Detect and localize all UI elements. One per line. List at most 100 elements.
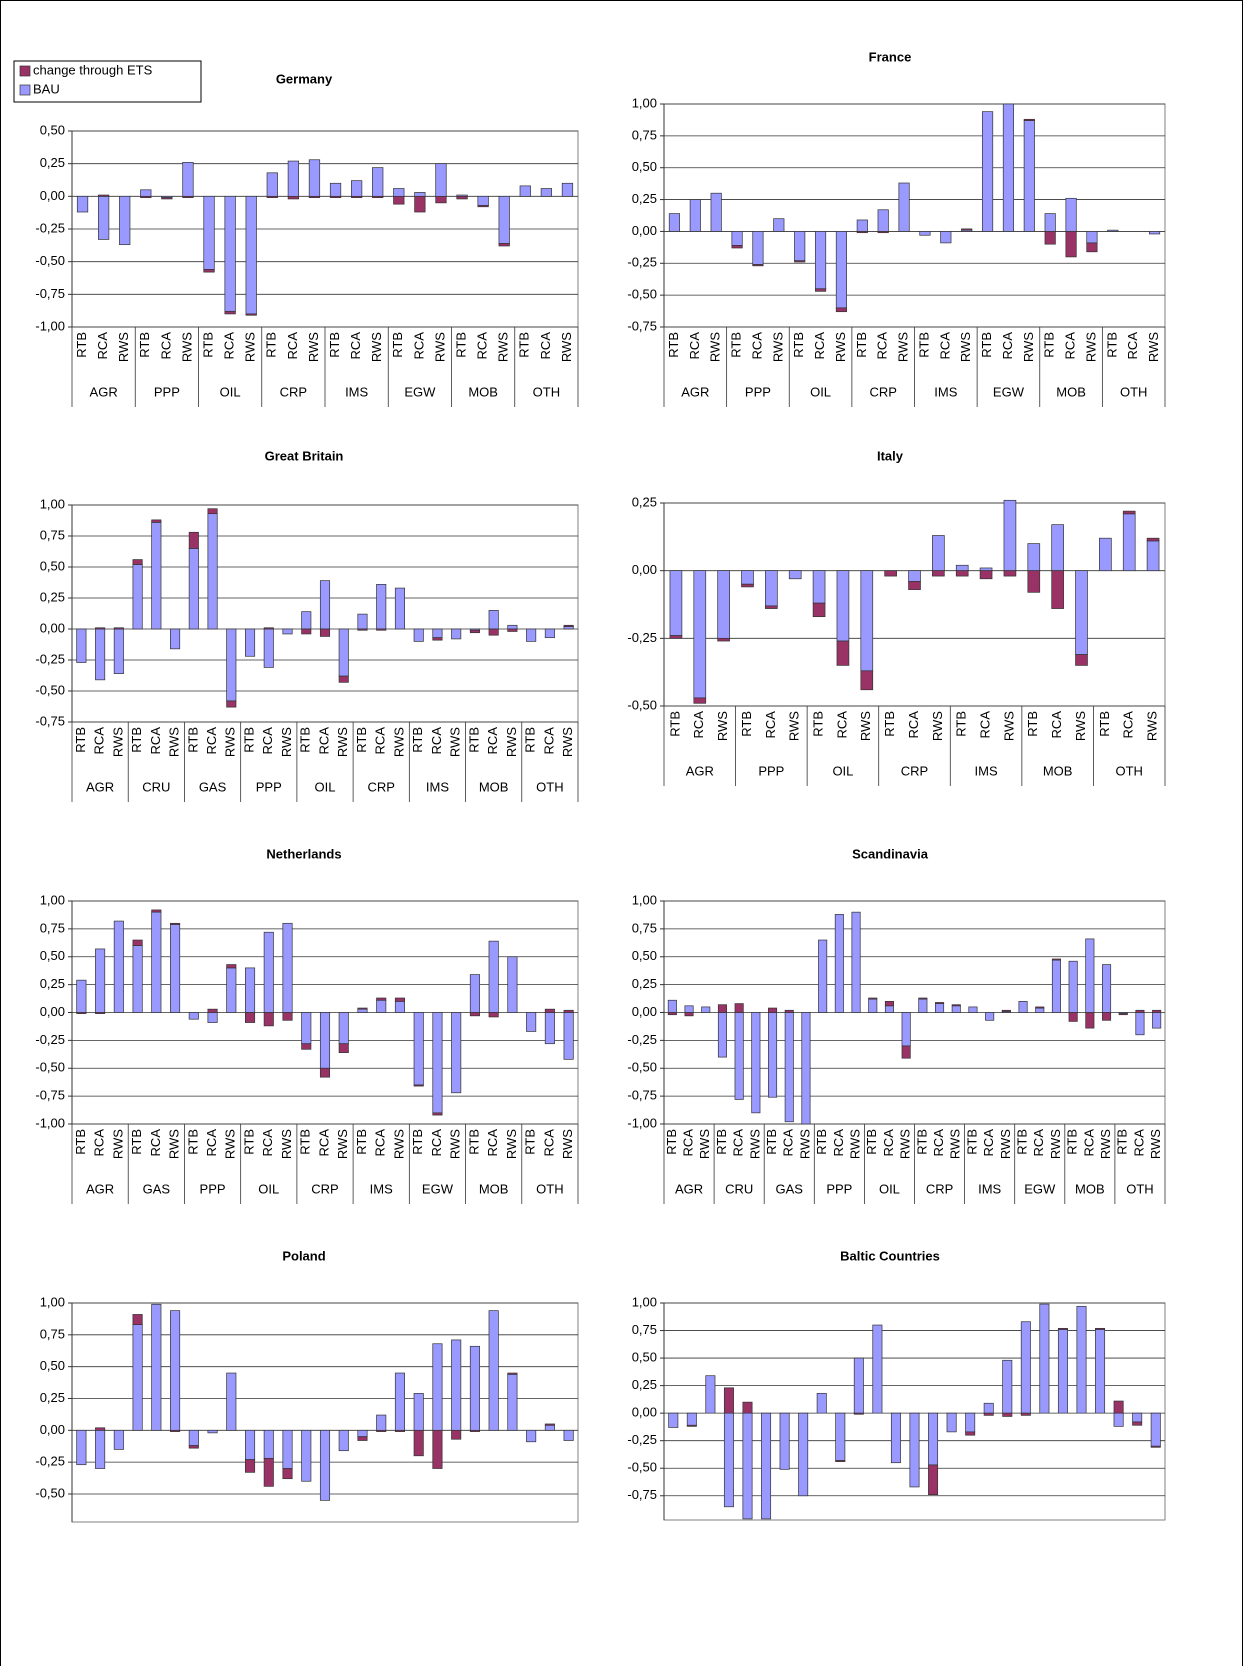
group-label: OIL xyxy=(258,1181,279,1196)
bar-segment xyxy=(132,1314,143,1325)
bar-segment xyxy=(507,628,518,632)
bar-segment xyxy=(1039,1303,1050,1414)
bar-segment xyxy=(835,231,848,309)
bar-segment xyxy=(151,909,162,913)
y-tick-label: 0,50 xyxy=(632,159,657,174)
bar-segment xyxy=(226,1372,237,1431)
bar-segment xyxy=(1150,1412,1161,1447)
x-tick-label: RTB xyxy=(390,332,405,358)
bar-segment xyxy=(1095,1327,1106,1330)
bar-segment xyxy=(140,189,152,197)
bar-segment xyxy=(76,628,87,663)
y-tick-label: 0,50 xyxy=(40,948,65,963)
group-label: PPP xyxy=(758,763,784,778)
bar-segment xyxy=(983,1412,994,1416)
legend-box xyxy=(13,60,202,103)
bar-segment xyxy=(413,628,424,642)
group-label: MOB xyxy=(1056,384,1086,399)
bar-segment xyxy=(338,1012,349,1045)
bar-segment xyxy=(884,1000,894,1007)
bar-segment xyxy=(667,1012,677,1016)
x-tick-label: RWS xyxy=(896,332,911,362)
bar-segment xyxy=(814,231,827,290)
bar-segment xyxy=(979,570,993,580)
bar-segment xyxy=(1150,1445,1161,1448)
x-tick-label: RTB xyxy=(1097,711,1112,737)
chart-title: Italy xyxy=(877,448,904,463)
x-tick-label: RTB xyxy=(1065,1129,1080,1155)
bar-segment xyxy=(435,195,447,204)
bar-segment xyxy=(669,570,683,636)
bar-segment xyxy=(488,628,499,636)
group-label: OTH xyxy=(533,384,560,399)
bar-segment xyxy=(498,243,510,247)
x-tick-label: RCA xyxy=(831,1129,846,1157)
bar-segment xyxy=(836,640,850,666)
bar-segment xyxy=(301,1012,312,1045)
bar-segment xyxy=(526,1012,537,1032)
bar-segment xyxy=(860,670,874,691)
y-tick-label: 0,75 xyxy=(632,1322,657,1337)
bar-segment xyxy=(935,1002,945,1004)
bar-segment xyxy=(742,1401,753,1414)
x-tick-label: RWS xyxy=(1073,711,1088,741)
bar-segment xyxy=(182,195,194,198)
bar-segment xyxy=(351,195,363,198)
bar-segment xyxy=(1057,1329,1068,1414)
bar-segment xyxy=(76,195,89,213)
x-tick-label: RTB xyxy=(264,332,279,358)
x-tick-label: RCA xyxy=(812,332,827,360)
bar-segment xyxy=(1057,1327,1068,1330)
bar-segment xyxy=(1051,524,1064,572)
bar-segment xyxy=(818,939,828,1013)
bar-segment xyxy=(868,997,878,1000)
bar-segment xyxy=(469,1012,480,1017)
bar-segment xyxy=(151,519,162,523)
y-tick-label: 1,00 xyxy=(40,496,65,511)
y-tick-label: 0,50 xyxy=(632,1350,657,1365)
bar-segment xyxy=(868,998,878,1013)
bar-segment xyxy=(469,1345,480,1431)
group-label: AGR xyxy=(686,763,714,778)
group-label: PPP xyxy=(256,779,282,794)
x-tick-label: RWS xyxy=(223,1129,238,1159)
bar-segment xyxy=(1003,499,1017,572)
x-tick-label: RWS xyxy=(797,1129,812,1159)
bar-segment xyxy=(203,195,215,270)
group-label: OTH xyxy=(536,1181,563,1196)
x-tick-label: RCA xyxy=(204,1129,219,1157)
y-tick-label: -0,25 xyxy=(35,651,65,666)
bar-segment xyxy=(498,195,510,244)
bar-segment xyxy=(282,628,293,635)
y-tick-label: 0,00 xyxy=(40,620,65,635)
bar-segment xyxy=(742,1412,753,1520)
bar-segment xyxy=(488,940,499,1013)
bar-segment xyxy=(226,628,237,702)
bar-segment xyxy=(477,195,489,206)
bar-segment xyxy=(1146,537,1160,542)
x-tick-label: RCA xyxy=(875,332,890,360)
bar-segment xyxy=(563,624,574,627)
bar-segment xyxy=(319,1067,331,1078)
bar-segment xyxy=(469,974,480,1013)
bar-segment xyxy=(376,628,387,631)
bar-segment xyxy=(705,1375,716,1414)
y-tick-label: -0,75 xyxy=(627,1487,657,1502)
y-tick-label: 0,75 xyxy=(40,1326,65,1341)
x-tick-label: RWS xyxy=(715,711,730,741)
x-tick-label: RWS xyxy=(179,332,194,362)
bar-segment xyxy=(182,162,194,197)
group-label: CRU xyxy=(142,779,170,794)
bar-segment xyxy=(901,1012,911,1047)
bar-segment xyxy=(951,1004,961,1007)
bar-segment xyxy=(338,1429,349,1452)
bar-segment xyxy=(1065,231,1077,258)
bar-segment xyxy=(376,1414,387,1431)
x-tick-label: RTB xyxy=(914,1129,929,1155)
x-tick-label: RWS xyxy=(335,1129,350,1159)
x-tick-label: RCA xyxy=(538,332,553,360)
bar-segment xyxy=(1002,103,1015,232)
y-tick-label: -0,50 xyxy=(627,1460,657,1475)
bar-segment xyxy=(451,1339,462,1431)
